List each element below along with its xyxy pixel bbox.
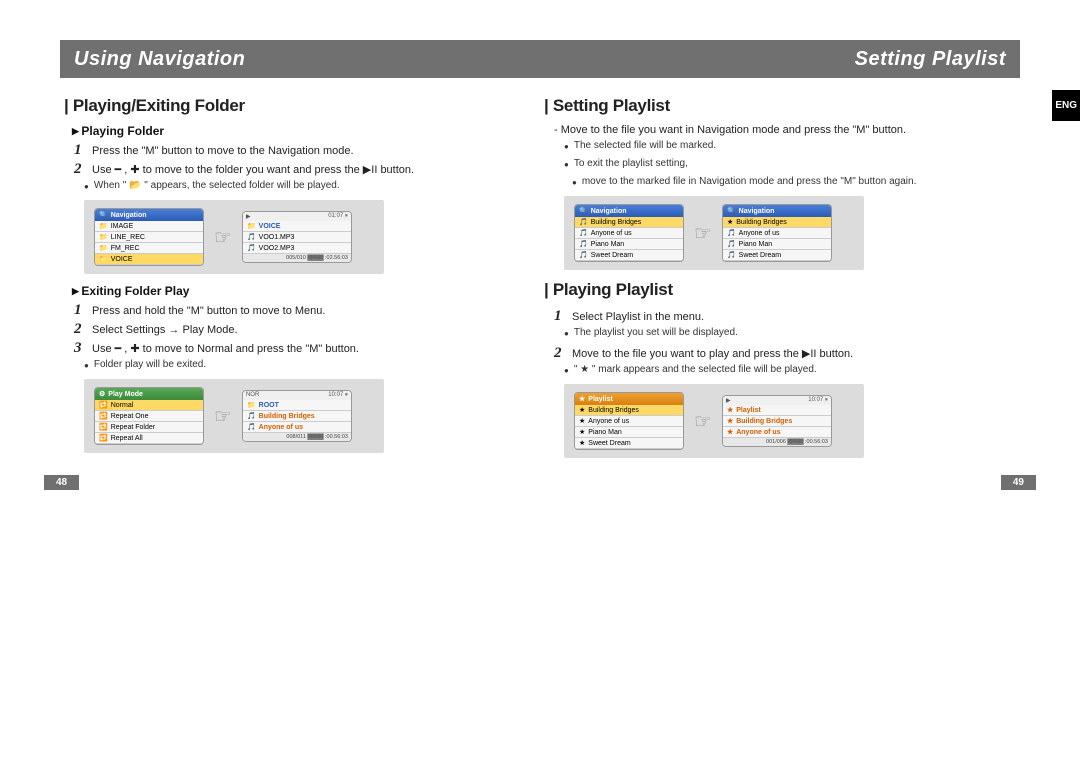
step-text: Select Settings → Play Mode. (92, 324, 238, 336)
page-number-left: 48 (44, 475, 79, 490)
language-tab: ENG (1052, 90, 1080, 121)
page-number-right: 49 (1001, 475, 1036, 490)
subhead-exiting-folder: Exiting Folder Play (72, 284, 536, 298)
note: When " 📂 " appears, the selected folder … (84, 180, 536, 194)
step-text: Select Playlist in the menu. (572, 311, 704, 323)
screenshot-playing-playlist: ★Playlist ★Building Bridges ★Anyone of u… (564, 384, 864, 458)
note: The selected file will be marked. (564, 140, 1016, 154)
hand-icon: ☞ (214, 225, 232, 250)
mini-nav-right: ▶01:07 ⏸ 📁VOICE 🎵VOO1.MP3 🎵VOO2.MP3 005/… (242, 211, 352, 263)
screenshot-nav-folder: 🔍Navigation 📁IMAGE 📁LINE_REC 📁FM_REC 📁VO… (84, 200, 384, 274)
mini-playmode-right: NOR10:07 ⏸ 📁ROOT 🎵Building Bridges 🎵Anyo… (242, 390, 352, 442)
step-text: Use ━ , ✚ to move to the folder you want… (92, 163, 414, 176)
mini-navlist-2: 🔍Navigation ★Building Bridges 🎵Anyone of… (722, 204, 832, 262)
section-playing-exiting: | Playing/Exiting Folder (64, 96, 536, 116)
mini-playlist-right: ▶10:07 ⏸ ★Playlist ★Building Bridges ★An… (722, 395, 832, 447)
page-spread: Using Navigation Setting Playlist | Play… (60, 40, 1020, 490)
step: 1Press the "M" button to move to the Nav… (74, 142, 536, 159)
note: The playlist you set will be displayed. (564, 327, 1016, 341)
header-bar: Using Navigation Setting Playlist (60, 40, 1020, 78)
step: 2Move to the file you want to play and p… (554, 345, 1016, 362)
step: 2Use ━ , ✚ to move to the folder you wan… (74, 161, 536, 178)
mini-nav-left: 🔍Navigation 📁IMAGE 📁LINE_REC 📁FM_REC 📁VO… (94, 208, 204, 266)
dash-note: - Move to the file you want in Navigatio… (554, 124, 1016, 136)
subhead-playing-folder: Playing Folder (72, 124, 536, 138)
note: To exit the playlist setting, (564, 158, 1016, 172)
hand-icon: ☞ (694, 409, 712, 434)
step: 1Select Playlist in the menu. (554, 308, 1016, 325)
step-text: Press and hold the "M" button to move to… (92, 305, 325, 317)
step-text: Press the "M" button to move to the Navi… (92, 145, 354, 157)
left-page: | Playing/Exiting Folder Playing Folder … (60, 90, 540, 490)
mini-playmode-left: ⚙Play Mode 🔁Normal 🔁Repeat One 🔁Repeat F… (94, 387, 204, 445)
mini-navlist-1: 🔍Navigation 🎵Building Bridges 🎵Anyone of… (574, 204, 684, 262)
note: Folder play will be exited. (84, 359, 536, 373)
section-playing-playlist: | Playing Playlist (544, 280, 1016, 300)
step: 2Select Settings → Play Mode. (74, 321, 536, 338)
step-text: Use ━ , ✚ to move to Normal and press th… (92, 342, 359, 355)
header-left-title: Using Navigation (74, 48, 245, 71)
note: " ★ " mark appears and the selected file… (564, 364, 1016, 378)
screenshot-setting-playlist: 🔍Navigation 🎵Building Bridges 🎵Anyone of… (564, 196, 864, 270)
header-right-title: Setting Playlist (855, 48, 1006, 71)
step: 1Press and hold the "M" button to move t… (74, 302, 536, 319)
hand-icon: ☞ (214, 404, 232, 429)
mini-playlist-left: ★Playlist ★Building Bridges ★Anyone of u… (574, 392, 684, 450)
step-text: Move to the file you want to play and pr… (572, 347, 853, 360)
step: 3Use ━ , ✚ to move to Normal and press t… (74, 340, 536, 357)
right-page: | Setting Playlist - Move to the file yo… (540, 90, 1020, 490)
note: move to the marked file in Navigation mo… (572, 176, 1016, 190)
section-setting-playlist: | Setting Playlist (544, 96, 1016, 116)
screenshot-playmode: ⚙Play Mode 🔁Normal 🔁Repeat One 🔁Repeat F… (84, 379, 384, 453)
hand-icon: ☞ (694, 221, 712, 246)
